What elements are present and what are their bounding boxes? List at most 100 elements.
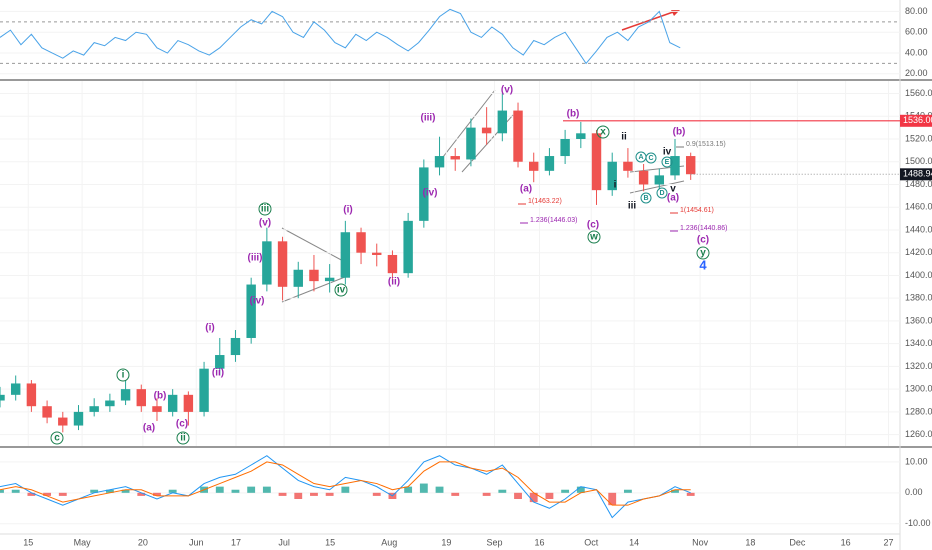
candle-body <box>73 411 84 426</box>
y-tick-label: 1560.00 <box>905 88 932 98</box>
histogram-bar <box>247 486 256 493</box>
wave-circle <box>116 368 130 382</box>
histogram-bar <box>576 486 585 493</box>
y-tick-label: 1340.00 <box>905 338 932 348</box>
wave-label: i <box>122 370 125 381</box>
wave-label: (ii) <box>212 368 224 379</box>
wave-label: (a) <box>143 423 155 434</box>
candle-body <box>654 175 665 185</box>
histogram-bar <box>231 489 240 493</box>
price-level-tag <box>900 114 932 127</box>
histogram-bar <box>372 492 381 496</box>
wave-label: (iv) <box>250 296 265 307</box>
histogram-bar <box>0 489 4 493</box>
wave-label: B <box>643 195 648 202</box>
wave-label: iv <box>663 147 672 158</box>
histogram-bar <box>561 489 570 493</box>
histogram-bar <box>623 489 632 493</box>
candle-body <box>0 394 5 401</box>
wave-label: 1(1463.22) <box>528 198 562 205</box>
candle-body <box>387 254 398 274</box>
wave-label: C <box>648 155 653 162</box>
histogram-bar <box>608 492 617 506</box>
histogram-bar <box>215 486 224 493</box>
wave-label: (iv) <box>423 188 438 199</box>
wave-label: (c) <box>176 419 188 430</box>
macd-line <box>0 461 691 506</box>
y-tick-label: 40.00 <box>905 47 928 57</box>
y-tick-label: 1460.00 <box>905 202 932 212</box>
wave-circle <box>645 152 657 164</box>
histogram-bar <box>341 486 350 493</box>
histogram-bar <box>90 489 99 493</box>
rsi-line <box>0 8 681 65</box>
histogram-bar <box>43 492 52 496</box>
wave-label: (i) <box>343 205 352 216</box>
candle-body <box>136 389 146 407</box>
wave-circle <box>656 187 668 199</box>
x-tick-label: 17 <box>231 537 241 547</box>
wave-label: i <box>614 180 617 191</box>
wave-circle <box>334 283 348 297</box>
wave-label: (iii) <box>248 253 263 264</box>
wave-label: w <box>589 232 598 243</box>
y-tick-label: 60.00 <box>905 27 928 37</box>
histogram-bar <box>262 486 271 493</box>
wave-label: v <box>670 184 676 195</box>
x-tick-label: 27 <box>883 537 893 547</box>
wave-label: x <box>600 127 606 138</box>
wave-circle <box>661 156 673 168</box>
y-tick-label: -10.00 <box>905 518 931 528</box>
candle-body <box>199 368 209 412</box>
candle-body <box>230 337 241 356</box>
wave-label: (a) <box>667 193 679 204</box>
y-tick-label: 0.00 <box>905 487 923 497</box>
candle-body <box>670 156 680 176</box>
wave-label: iv <box>337 285 346 296</box>
wave-label: (iii) <box>421 113 436 124</box>
candle-body <box>324 277 335 282</box>
histogram-bar <box>435 486 444 493</box>
candle-body <box>481 127 492 134</box>
x-tick-label: 20 <box>138 537 148 547</box>
y-tick-label: 1300.00 <box>905 384 932 394</box>
histogram-bar <box>482 492 491 496</box>
price-level-label: 1536.00 <box>903 115 932 125</box>
histogram-bar <box>498 489 507 493</box>
candle-body <box>466 127 476 160</box>
candle-body <box>293 269 303 287</box>
candle-body <box>591 133 602 191</box>
wave-label: 4 <box>699 257 707 272</box>
wave-label: ii <box>180 433 186 444</box>
y-tick-label: 1440.00 <box>905 224 932 234</box>
y-tick-label: 1260.00 <box>905 429 932 439</box>
x-tick-label: 15 <box>23 537 33 547</box>
candle-body <box>120 389 131 401</box>
candle-body <box>309 269 319 282</box>
histogram-bar <box>514 492 522 499</box>
wave-label: (i) <box>205 323 214 334</box>
macd-line <box>0 455 691 519</box>
x-tick-label: 14 <box>629 537 639 547</box>
x-tick-label: 16 <box>534 537 544 547</box>
y-tick-label: 1420.00 <box>905 247 932 257</box>
histogram-bar <box>686 492 695 496</box>
x-tick-label: 19 <box>441 537 451 547</box>
wave-label: (a) <box>520 184 532 195</box>
candle-body <box>340 232 351 278</box>
x-tick-label: Sep <box>486 537 502 547</box>
wave-circle <box>596 125 610 139</box>
histogram-bar <box>121 489 130 493</box>
wave-label: (b) <box>154 391 167 402</box>
last-price-tag <box>900 168 932 181</box>
candle-body <box>638 170 649 185</box>
histogram-bar <box>137 492 146 496</box>
histogram-bar <box>58 492 67 496</box>
wave-label: c <box>54 433 60 444</box>
wave-label: iii <box>628 201 637 212</box>
wave-label: D <box>659 190 664 197</box>
wave-circle <box>176 431 190 445</box>
wave-circle <box>640 192 652 204</box>
x-tick-label: Dec <box>789 537 806 547</box>
